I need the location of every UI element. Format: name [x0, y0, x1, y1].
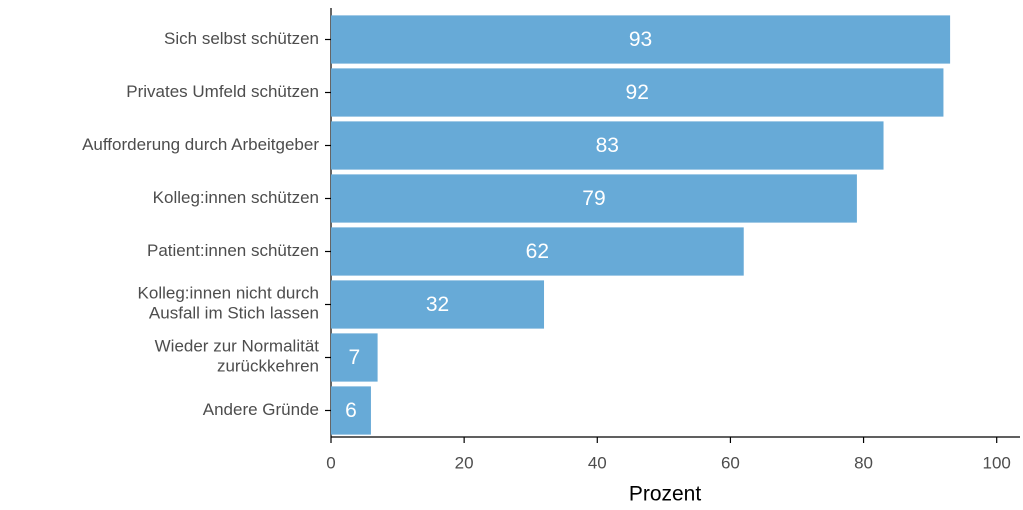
x-tick-label: 0 [326, 453, 335, 472]
x-axis-title: Prozent [629, 483, 702, 506]
bar [331, 121, 884, 170]
data-label: 6 [345, 399, 357, 422]
x-tick-label: 80 [854, 453, 873, 472]
data-label: 62 [526, 240, 549, 263]
y-tick-label: Privates Umfeld schützen [126, 82, 319, 101]
data-label: 79 [582, 187, 605, 210]
data-label: 92 [626, 81, 649, 104]
x-tick-label: 20 [455, 453, 474, 472]
data-label: 93 [629, 28, 652, 51]
bar [331, 227, 744, 276]
y-tick-label: Andere Gründe [203, 400, 319, 419]
bar [331, 15, 951, 64]
y-tick-label: Aufforderung durch Arbeitgeber [82, 135, 319, 154]
x-tick-label: 60 [721, 453, 740, 472]
data-label: 83 [596, 134, 619, 157]
y-tick-label: Kolleg:innen schützen [153, 188, 319, 207]
bar [331, 386, 371, 435]
data-label: 32 [426, 293, 449, 316]
y-tick-label: Wieder zur Normalität zurückkehren [155, 337, 320, 376]
bar [331, 280, 545, 329]
data-label: 7 [348, 346, 360, 369]
y-tick-label: Patient:innen schützen [147, 241, 319, 260]
bar [331, 333, 378, 382]
x-tick-label: 40 [588, 453, 607, 472]
y-tick-label: Sich selbst schützen [164, 29, 319, 48]
bar [331, 68, 944, 117]
bar [331, 174, 857, 223]
y-tick-label: Kolleg:innen nicht durch Ausfall im Stich… [138, 284, 319, 323]
x-tick-label: 100 [983, 453, 1011, 472]
